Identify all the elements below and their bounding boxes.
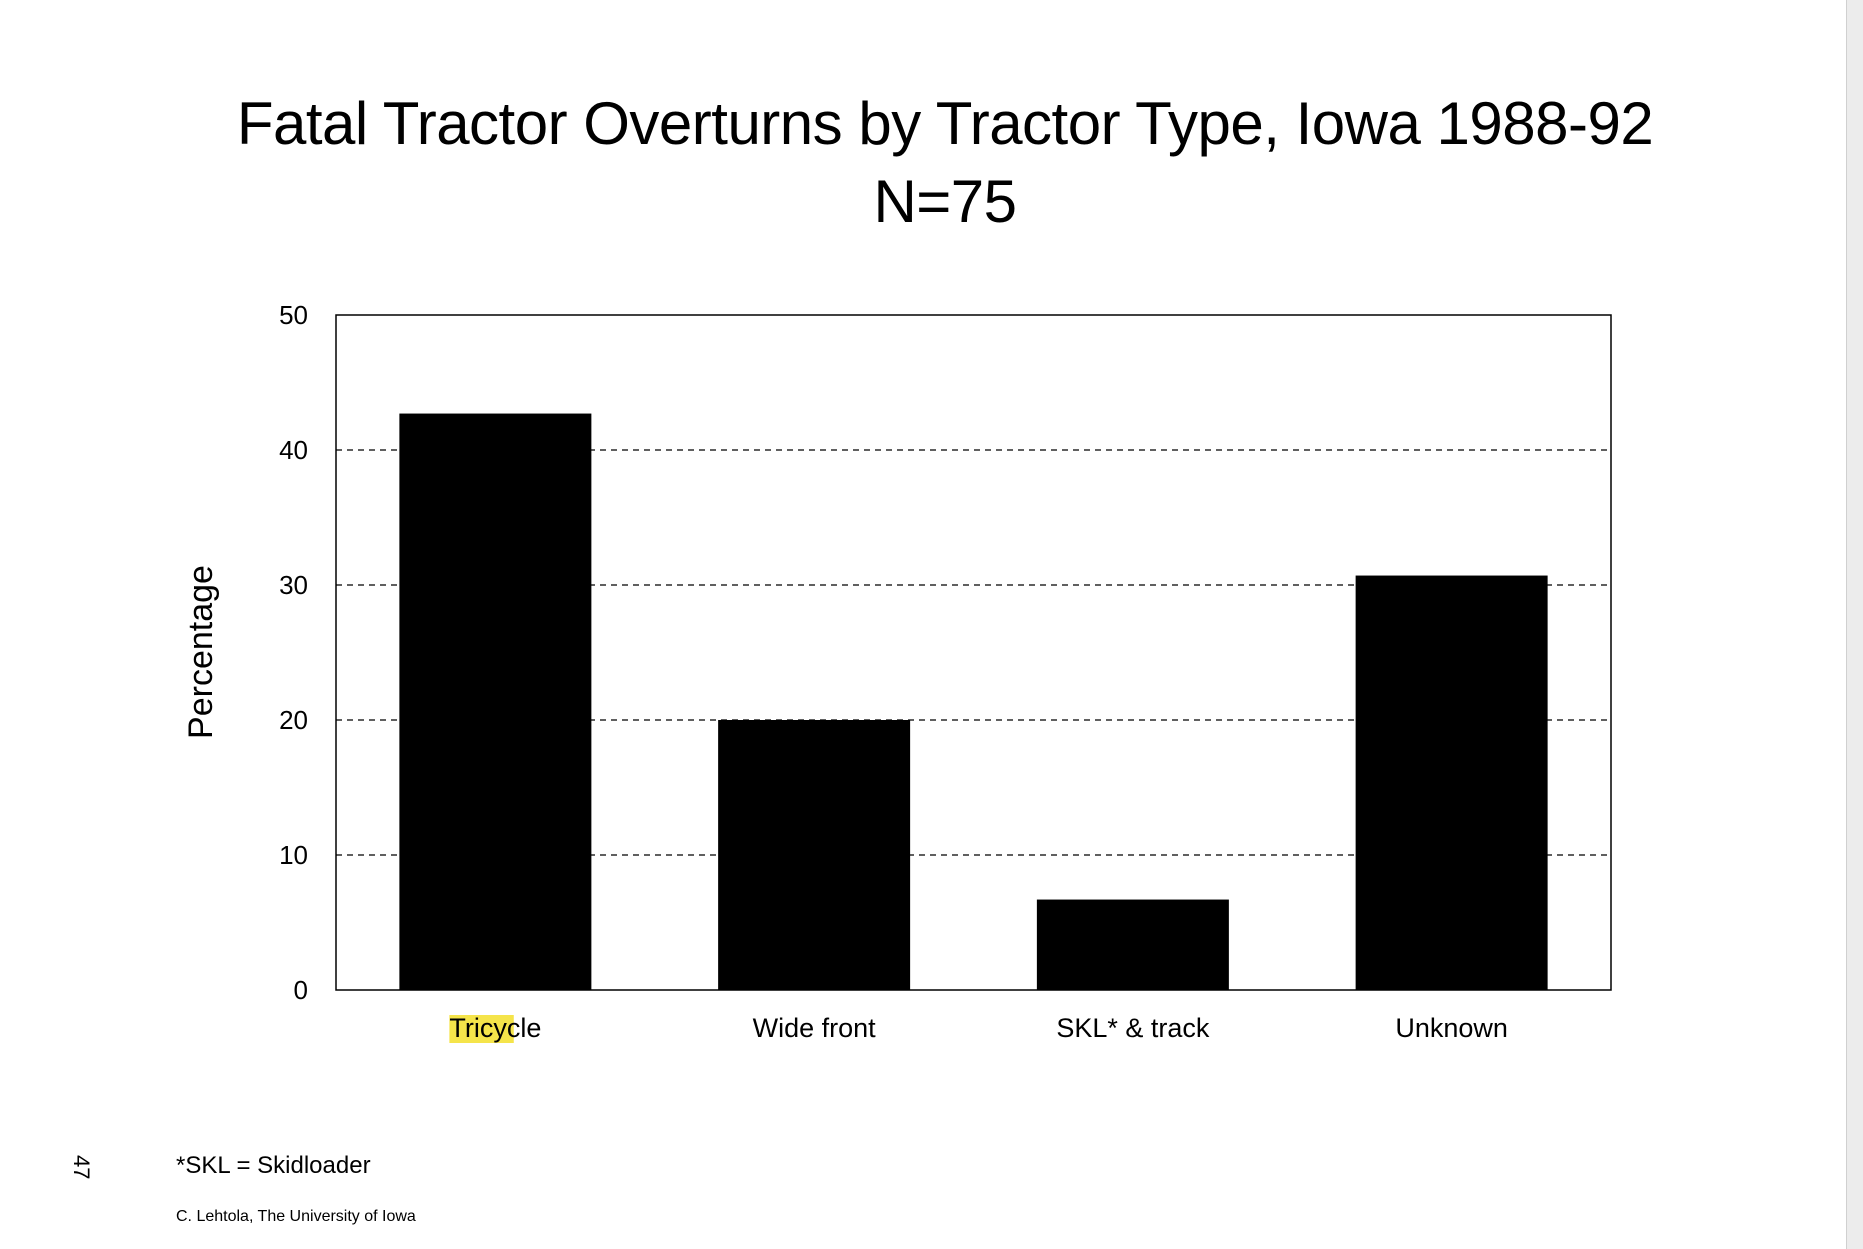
source-credit: C. Lehtola, The University of Iowa xyxy=(176,1208,416,1225)
footnote: *SKL = Skidloader xyxy=(176,1152,371,1179)
y-tick-label: 20 xyxy=(279,705,308,735)
y-tick-label: 30 xyxy=(279,570,308,600)
bar xyxy=(1036,899,1229,990)
text-highlight xyxy=(449,1015,514,1043)
bar xyxy=(1355,575,1548,990)
x-tick-label: Tricycle xyxy=(449,1013,541,1043)
bar-chart: 0 10 20 30 40 50 Percentage Tricycle Wide front S… xyxy=(182,300,1612,1043)
page-number: 47 xyxy=(69,1155,94,1180)
page-edge xyxy=(1846,0,1863,1249)
y-tick-label: 0 xyxy=(294,975,308,1005)
bar xyxy=(399,413,592,990)
x-tick-label: Unknown xyxy=(1395,1013,1508,1043)
x-tick-label: SKL* & track xyxy=(1056,1013,1210,1043)
y-tick-label: 40 xyxy=(279,435,308,465)
y-axis-label: Percentage xyxy=(182,565,220,739)
y-tick-label: 50 xyxy=(279,300,308,330)
chart-title: Fatal Tractor Overturns by Tractor Type,… xyxy=(236,90,1654,157)
chart-subtitle: N=75 xyxy=(873,168,1017,235)
x-tick-label: Wide front xyxy=(753,1013,877,1043)
plot-frame xyxy=(335,314,1612,991)
bar xyxy=(718,720,911,990)
y-tick-label: 10 xyxy=(279,840,308,870)
